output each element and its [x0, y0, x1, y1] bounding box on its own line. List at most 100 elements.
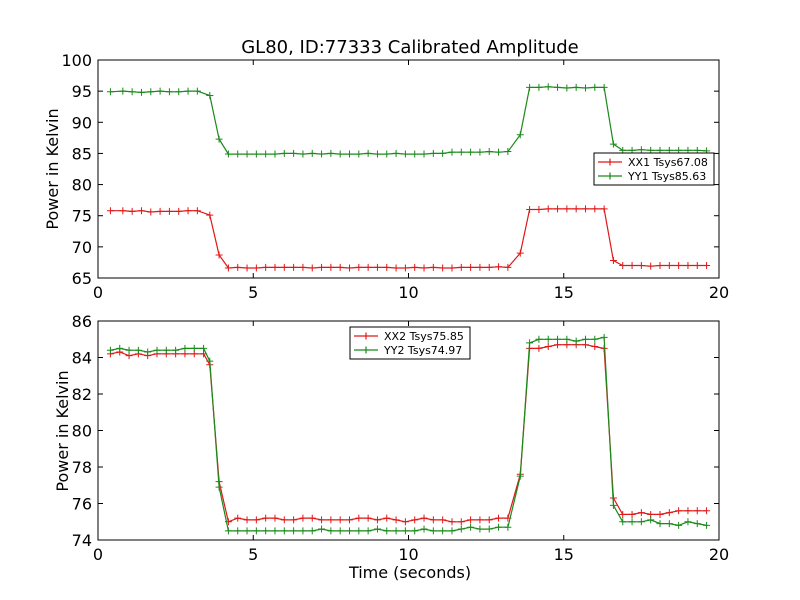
top-series-2-point [147, 88, 155, 96]
bottom-series-1-point [336, 516, 344, 524]
bottom-series-2-point [656, 520, 664, 528]
bottom-chart-panel: Power in Kelvin Time (seconds) 0 5 10 15 20 7… [53, 312, 729, 582]
top-series-1-point [119, 207, 127, 215]
bottom-series-1-point [373, 516, 381, 524]
top-series-1-point [215, 251, 223, 259]
top-series-1-point [563, 205, 571, 213]
bottom-series-2-point [600, 333, 608, 341]
top-series-2-point [600, 83, 608, 91]
top-series-2-point [581, 84, 589, 92]
bottom-series-2-point [467, 523, 475, 531]
top-series-2-point [327, 149, 335, 157]
top-series-1-point [280, 263, 288, 271]
top-series-2-point [554, 83, 562, 91]
bottom-series-2-point [234, 527, 242, 535]
top-series-1-point [429, 263, 437, 271]
top-series-1-point [355, 263, 363, 271]
bottom-series-1-point [495, 514, 503, 522]
top-series-1-point [243, 264, 251, 272]
bottom-series-2-point [200, 344, 208, 352]
top-series-2-point [165, 88, 173, 96]
top-plot-area: 0 5 10 15 20 65 70 75 80 85 90 95 100 XX1 Tsys67.08YY… [61, 51, 729, 302]
bottom-series-1-point [364, 514, 372, 522]
bottom-series-2-point [693, 520, 701, 528]
bottom-x-tick-label: 15 [554, 545, 574, 564]
top-series-1-point [318, 263, 326, 271]
top-series-1-point [165, 207, 173, 215]
top-series-1-point [137, 207, 145, 215]
bottom-series-1-point [535, 344, 543, 352]
top-series-1-point [535, 205, 543, 213]
bottom-series-2-point [172, 346, 180, 354]
bottom-series-2-point [476, 525, 484, 533]
bottom-series-1-point [448, 518, 456, 526]
bottom-series-2-point [637, 518, 645, 526]
bottom-series-2-point [383, 527, 391, 535]
top-series-1-point [467, 263, 475, 271]
top-y-tick-label: 95 [72, 82, 92, 101]
bottom-series-2-point [591, 335, 599, 343]
bottom-series-1-point [271, 514, 279, 522]
bottom-series-1-point [429, 516, 437, 524]
bottom-series-1-point [665, 509, 673, 517]
bottom-series-1-point [439, 516, 447, 524]
bottom-series-2-point [262, 527, 270, 535]
top-series-2-point [572, 83, 580, 91]
top-series-1-point [504, 263, 512, 271]
bottom-series-1-point [467, 516, 475, 524]
bottom-series-2-point [280, 527, 288, 535]
top-series-1-point [262, 263, 270, 271]
bottom-series-2-point [581, 335, 589, 343]
bottom-series-2-point [429, 527, 437, 535]
top-series-1-point [308, 264, 316, 272]
top-series-1-point [234, 263, 242, 271]
top-series-1-point [495, 263, 503, 271]
top-series-2-point [308, 149, 316, 157]
top-series-2-point [262, 150, 270, 158]
top-series-1-point [526, 205, 534, 213]
top-series-2-point [280, 149, 288, 157]
top-series-2-point [609, 140, 617, 148]
bottom-legend-box [349, 326, 471, 360]
top-series-2-point [401, 150, 409, 158]
bottom-series-2-point [411, 527, 419, 535]
top-legend-swatch-2 [598, 172, 622, 180]
bottom-series-1-point [457, 518, 465, 526]
top-series-1-point [106, 207, 114, 215]
top-series-2-point [535, 83, 543, 91]
bottom-series-2-point [252, 527, 260, 535]
bottom-series-1-point [476, 516, 484, 524]
bottom-series-2-point [563, 335, 571, 343]
bottom-series-2-point [373, 525, 381, 533]
top-series-2-point [495, 148, 503, 156]
top-series-1-point [448, 264, 456, 272]
bottom-series-1-point [262, 514, 270, 522]
top-series-line-1 [110, 208, 707, 269]
top-series-1-point [485, 263, 493, 271]
bottom-series-1-point [591, 343, 599, 351]
bottom-series-2-point [485, 525, 493, 533]
top-y-tick-label: 100 [61, 51, 92, 70]
top-x-tick-label: 15 [554, 283, 574, 302]
top-series-1-point [327, 263, 335, 271]
top-series-2-point [448, 148, 456, 156]
bottom-series-1-point [243, 516, 251, 524]
bottom-series-2-point [526, 339, 534, 347]
bottom-x-tick-label: 10 [398, 545, 418, 564]
top-series-2-point [429, 149, 437, 157]
top-series-2-point [318, 150, 326, 158]
bottom-series-1-point [637, 509, 645, 517]
top-series-1-point [383, 263, 391, 271]
bottom-series-2-point [535, 335, 543, 343]
top-series-2-point [476, 148, 484, 156]
bottom-series-2-point [628, 518, 636, 526]
top-series-2-point [128, 88, 136, 96]
top-series-1-point [346, 264, 354, 272]
bottom-y-tick-label: 84 [72, 349, 92, 368]
bottom-series-2-point [392, 527, 400, 535]
bottom-series-2-point [495, 523, 503, 531]
top-series-2-point [544, 83, 552, 91]
